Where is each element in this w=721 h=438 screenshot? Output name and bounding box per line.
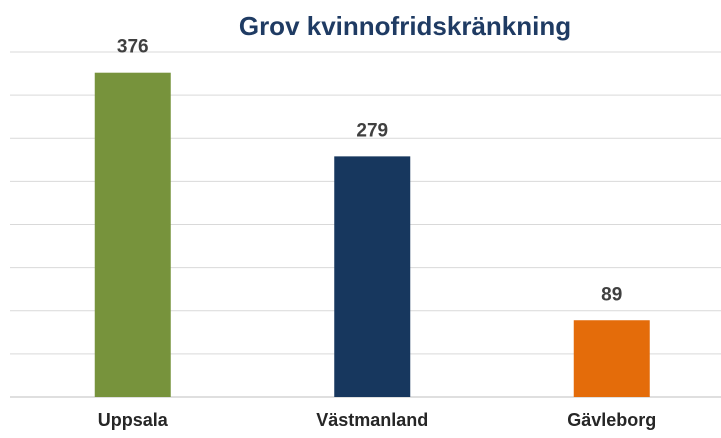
- bar: [94, 72, 171, 397]
- x-tick-label: Västmanland: [316, 410, 428, 430]
- value-label: 89: [601, 284, 622, 305]
- x-tick-label: Gävleborg: [567, 410, 656, 430]
- bar: [334, 156, 411, 397]
- bar: [573, 320, 650, 397]
- chart-title: Grov kvinnofridskränkning: [239, 11, 571, 41]
- x-tick-label: Uppsala: [98, 410, 169, 430]
- value-label: 376: [117, 37, 149, 58]
- value-label: 279: [356, 120, 388, 141]
